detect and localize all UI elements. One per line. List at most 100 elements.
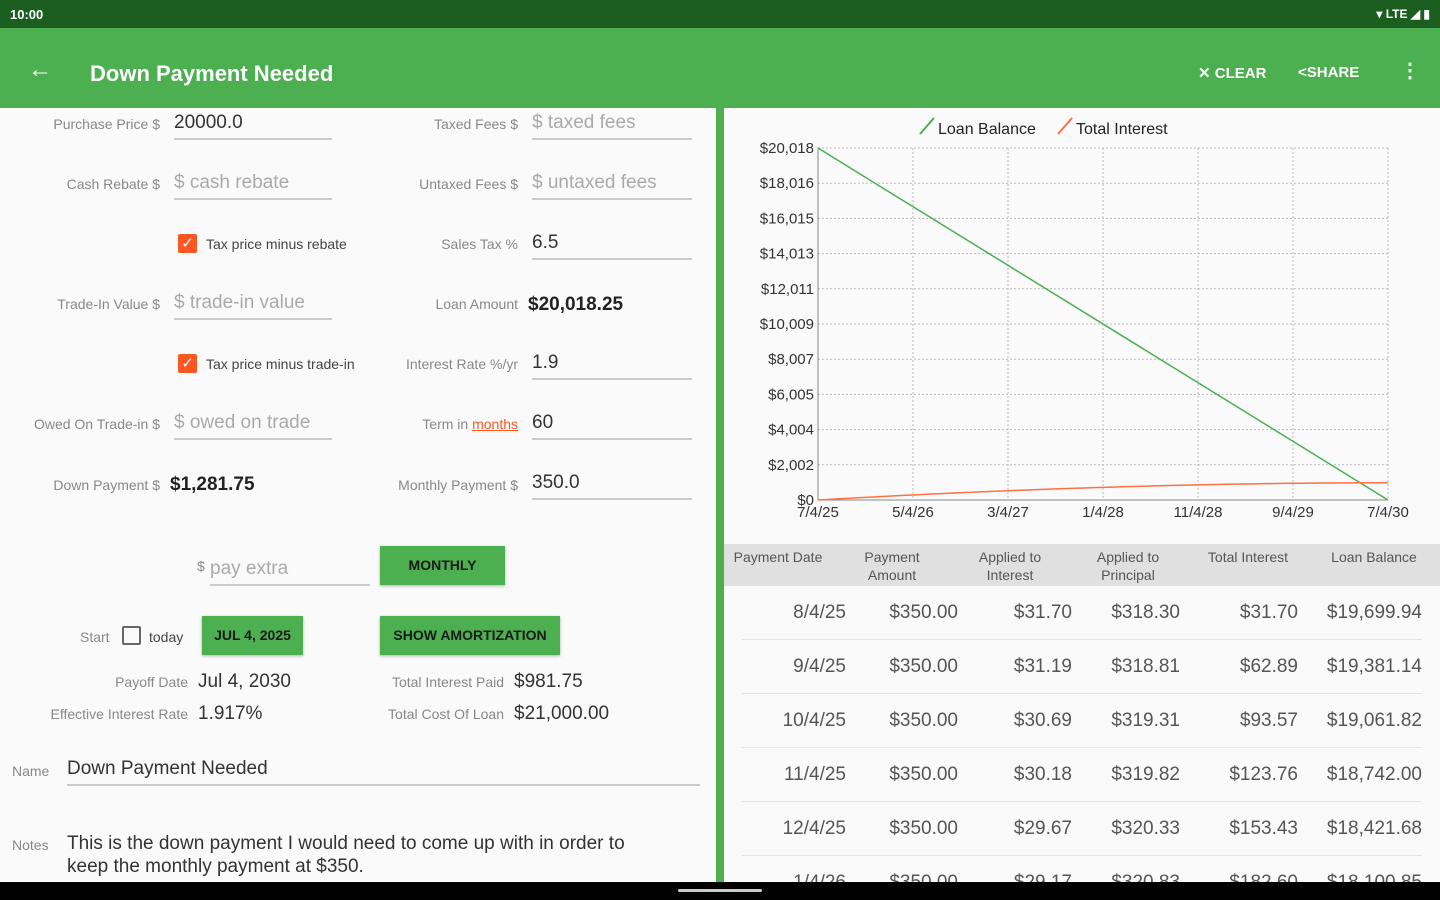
term-label: Term in months	[422, 416, 518, 432]
pane-divider[interactable]	[716, 108, 724, 882]
legend-swatch	[919, 117, 935, 135]
table-cell: $318.30	[1111, 602, 1180, 623]
notes-input[interactable]: This is the down payment I would need to…	[67, 828, 700, 882]
term-input[interactable]: 60	[532, 408, 692, 440]
table-cell: $19,061.82	[1326, 710, 1422, 731]
owed-trade-label: Owed On Trade-in $	[33, 416, 160, 432]
table-cell: $350.00	[889, 602, 958, 623]
x-tick-label: 5/4/26	[892, 504, 934, 521]
x-tick-label: 7/4/25	[797, 504, 839, 521]
table-cell: $18,421.68	[1326, 818, 1422, 839]
table-cell: $29.67	[1013, 818, 1072, 839]
tax-minus-trade-checkbox[interactable]: ✓	[178, 354, 197, 373]
show-amortization-button[interactable]: SHOW AMORTIZATION	[380, 616, 560, 655]
table-cell: $19,381.14	[1326, 656, 1422, 677]
total-interest-value: $981.75	[514, 671, 583, 692]
owed-trade-input[interactable]: $ owed on trade	[174, 408, 332, 440]
loan-balance-line	[817, 147, 1389, 501]
name-input[interactable]: Down Payment Needed	[67, 754, 700, 786]
col-applied-interest: Applied to Interest	[978, 549, 1042, 583]
sales-tax-label: Sales Tax %	[441, 236, 518, 252]
table-cell: $350.00	[889, 818, 958, 839]
x-tick-label: 11/4/28	[1174, 504, 1223, 521]
app-bar: ← Down Payment Needed ✕ CLEAR <SHARE ⋮	[0, 28, 1440, 108]
clock: 10:00	[10, 7, 44, 22]
payoff-date-value: Jul 4, 2030	[198, 671, 291, 692]
trade-in-input[interactable]: $ trade-in value	[174, 288, 332, 320]
legend-swatch	[1057, 117, 1073, 135]
col-applied-principal: Applied to Principal	[1096, 549, 1160, 583]
table-cell: $123.76	[1229, 764, 1298, 785]
table-row[interactable]: 9/4/25 $350.00 $31.19 $318.81 $62.89 $19,381.…	[742, 640, 1422, 694]
taxed-fees-input[interactable]: $ taxed fees	[532, 108, 692, 140]
x-tick-label: 1/4/28	[1082, 504, 1124, 521]
more-vert-icon[interactable]: ⋮	[1400, 60, 1420, 82]
taxed-fees-label: Taxed Fees $	[433, 116, 518, 132]
tax-minus-trade-label: Tax price minus trade-in	[206, 356, 355, 372]
table-cell: $93.57	[1239, 710, 1298, 731]
table-cell: $18,100.85	[1327, 872, 1422, 882]
y-tick-label: $18,016	[760, 175, 814, 192]
table-row[interactable]: 8/4/25 $350.00 $31.70 $318.30 $31.70 $19,699.…	[742, 586, 1422, 640]
table-row[interactable]: 12/4/25 $350.00 $29.67 $320.33 $153.43 $18,42…	[742, 802, 1422, 856]
purchase-price-label: Purchase Price $	[53, 116, 160, 132]
term-unit-link[interactable]: months	[472, 416, 518, 432]
table-cell: $320.33	[1111, 818, 1180, 839]
table-row[interactable]: 11/4/25 $350.00 $30.18 $319.82 $123.76 $18,74…	[742, 748, 1422, 802]
total-interest-line	[817, 481, 1389, 501]
close-icon: ✕	[1198, 65, 1211, 82]
y-tick-label: $20,018	[760, 140, 814, 157]
total-cost-value: $21,000.00	[514, 703, 610, 724]
status-bar: 10:00 ▾ LTE ◢ ▮	[0, 0, 1440, 28]
table-row[interactable]: 10/4/25 $350.00 $30.69 $319.31 $93.57 $19,061…	[742, 694, 1422, 748]
interest-rate-input[interactable]: 1.9	[532, 348, 692, 380]
col-total-interest: Total Interest	[1207, 549, 1289, 565]
y-tick-label: $8,007	[768, 351, 814, 368]
clear-button[interactable]: ✕ CLEAR	[1198, 64, 1266, 82]
share-label: SHARE	[1306, 64, 1360, 81]
purchase-price-input[interactable]: 20000.0	[174, 108, 332, 140]
start-date-button[interactable]: JUL 4, 2025	[202, 616, 303, 655]
table-cell: $31.19	[1013, 656, 1072, 677]
loan-amount-value: $20,018.25	[528, 294, 624, 315]
table-cell: $30.69	[1013, 710, 1072, 731]
share-button[interactable]: <SHARE	[1298, 64, 1359, 81]
table-cell: $31.70	[1013, 602, 1072, 623]
x-tick-label: 7/4/30	[1367, 504, 1409, 521]
y-tick-label: $4,004	[768, 422, 814, 439]
results-pane: $0 $2,002 $4,004 $6,005 $8,007 $10,009 $12,011…	[724, 108, 1440, 882]
effective-rate-value: 1.917%	[198, 703, 263, 724]
y-tick-label: $14,013	[760, 246, 814, 263]
back-arrow-icon[interactable]: ←	[28, 56, 52, 83]
table-cell: 8/4/25	[793, 602, 846, 623]
col-payment-amount: Payment Amount	[864, 549, 920, 583]
y-tick-label: $0	[797, 492, 814, 509]
legend-entry: Loan Balance	[938, 121, 1036, 138]
col-payment-date: Payment Date	[733, 549, 823, 565]
col-loan-balance: Loan Balance	[1331, 549, 1417, 565]
down-payment-value: $1,281.75	[170, 474, 255, 495]
table-cell: $319.82	[1111, 764, 1180, 785]
untaxed-fees-input[interactable]: $ untaxed fees	[532, 168, 692, 200]
monthly-button[interactable]: MONTHLY	[380, 546, 505, 585]
y-tick-label: $10,009	[760, 316, 814, 333]
table-cell: $318.81	[1111, 656, 1180, 677]
tax-minus-rebate-label: Tax price minus rebate	[206, 236, 347, 252]
total-interest-label: Total Interest Paid	[391, 674, 504, 690]
pay-extra-input[interactable]: pay extra	[210, 554, 370, 586]
table-cell: $31.70	[1239, 602, 1298, 623]
y-tick-label: $6,005	[768, 386, 814, 403]
sales-tax-input[interactable]: 6.5	[532, 228, 692, 260]
table-cell: 10/4/25	[782, 710, 846, 731]
today-checkbox[interactable]	[122, 626, 141, 645]
payoff-date-label: Payoff Date	[115, 674, 188, 690]
home-handle[interactable]	[678, 889, 762, 892]
table-cell: $18,742.00	[1326, 764, 1422, 785]
cash-rebate-input[interactable]: $ cash rebate	[174, 168, 332, 200]
notes-label: Notes	[12, 837, 49, 853]
y-tick-label: $16,015	[760, 210, 814, 227]
monthly-payment-input[interactable]: 350.0	[532, 468, 692, 500]
table-cell: $319.31	[1111, 710, 1180, 731]
tax-minus-rebate-checkbox[interactable]: ✓	[178, 234, 197, 253]
table-row[interactable]: 1/4/26 $350.00 $29.17 $320.83 $182.60 $18,100…	[742, 856, 1422, 882]
